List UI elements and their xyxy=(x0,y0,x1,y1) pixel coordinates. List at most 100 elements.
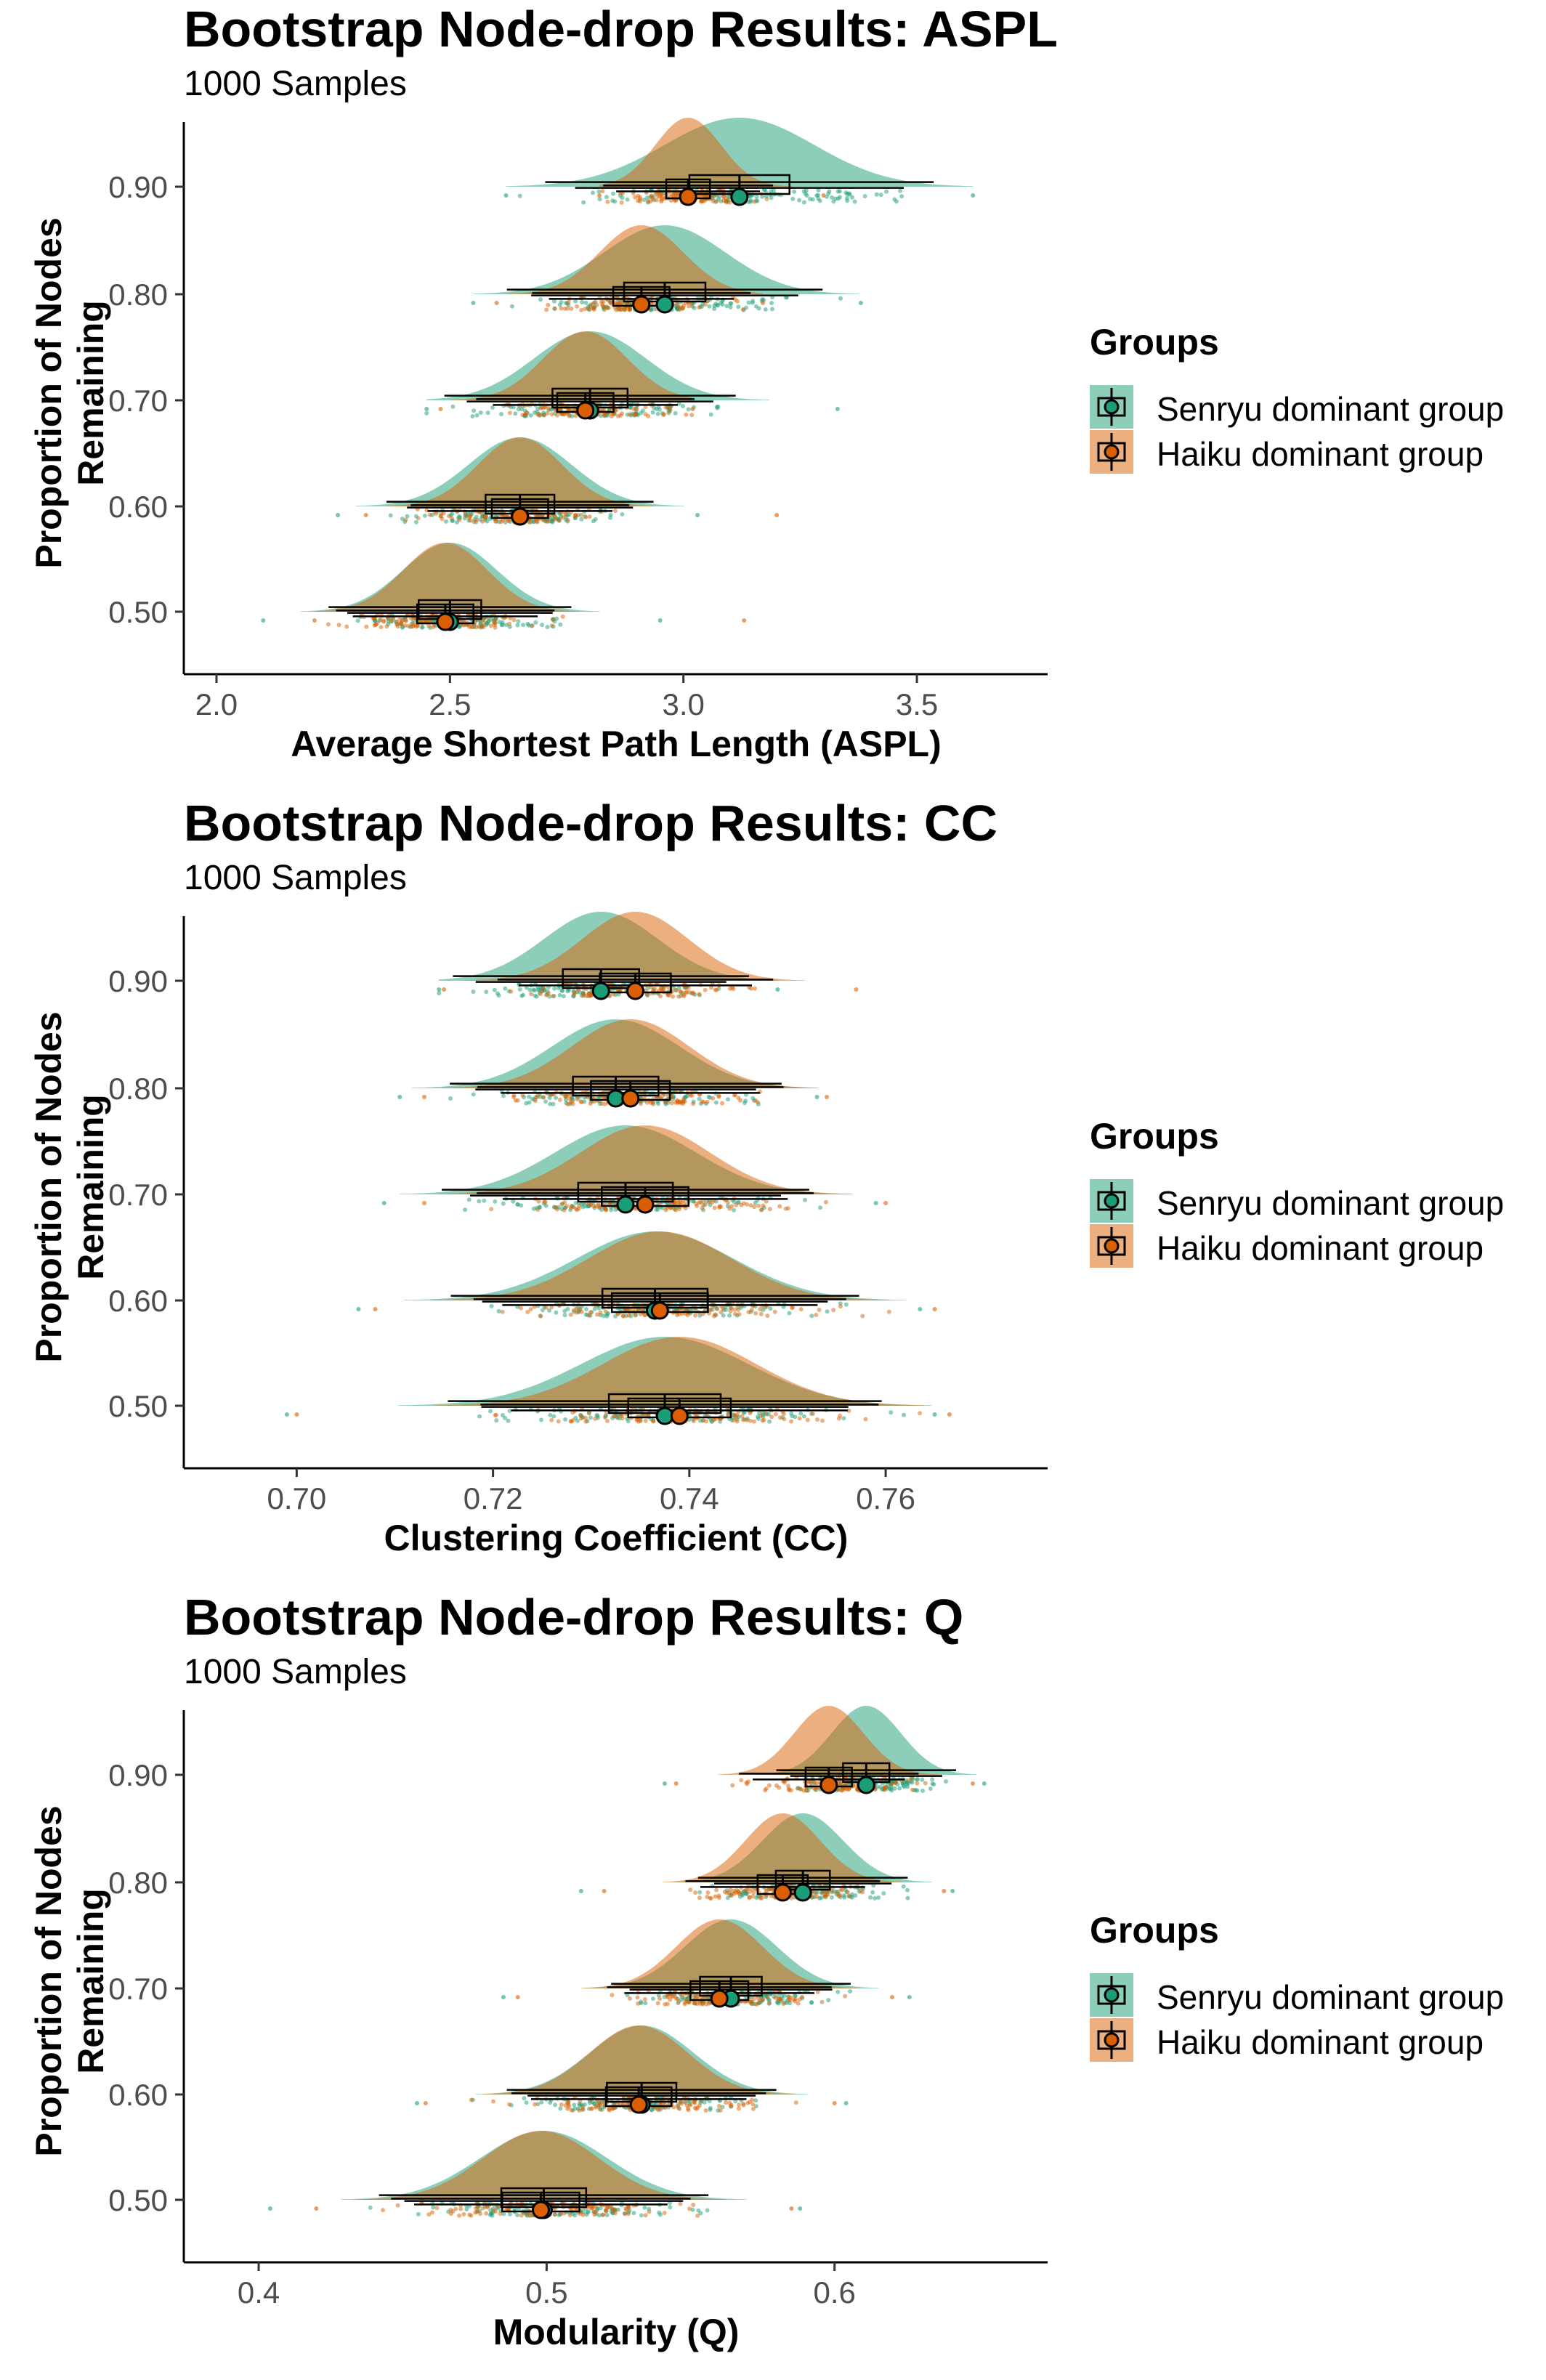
mean-point-haiku xyxy=(636,1195,655,1214)
rain-point xyxy=(619,200,624,205)
rain-point xyxy=(513,411,518,416)
rain-point xyxy=(594,2105,599,2110)
rain-point xyxy=(437,987,442,992)
rain-point xyxy=(501,1093,506,1098)
mean-point-senryu xyxy=(591,981,610,1000)
rain-point xyxy=(524,2100,529,2105)
rain-point xyxy=(823,1199,828,1205)
rain-point xyxy=(538,412,543,417)
rain-point xyxy=(485,410,490,416)
legend-label: Haiku dominant group xyxy=(1157,2023,1484,2061)
rain-point xyxy=(415,2101,419,2105)
rain-point xyxy=(695,1994,699,1999)
rain-point xyxy=(729,2102,734,2108)
rain-point xyxy=(741,2102,746,2108)
rain-point xyxy=(284,1412,289,1417)
rain-point xyxy=(604,2205,610,2210)
rain-point xyxy=(756,306,761,311)
rain-point xyxy=(520,1093,525,1098)
rain-point xyxy=(715,404,719,409)
rain-point xyxy=(621,1314,626,1319)
rain-point xyxy=(703,2108,708,2113)
mean-point-haiku xyxy=(679,187,697,206)
rain-point xyxy=(588,1202,594,1207)
rain-point xyxy=(720,2105,725,2110)
rain-point xyxy=(862,194,867,199)
rain-point xyxy=(632,412,637,417)
rain-point xyxy=(683,2100,688,2105)
mean-point-haiku xyxy=(632,295,651,314)
rain-point xyxy=(557,302,562,307)
y-tick-label: 0.70 xyxy=(108,384,168,418)
rain-point xyxy=(569,2108,574,2113)
rain-point xyxy=(886,1309,891,1314)
rain-point xyxy=(577,1203,582,1208)
legend-key-senryu xyxy=(1090,385,1133,429)
rain-point xyxy=(591,190,595,195)
rain-point xyxy=(597,193,602,198)
rain-point xyxy=(732,1891,737,1896)
rain-point xyxy=(562,1313,567,1318)
rain-point xyxy=(830,1895,834,1900)
x-tick-label: 3.5 xyxy=(896,687,938,721)
rain-point xyxy=(727,1890,732,1895)
rain-point xyxy=(482,1198,487,1203)
rain-point xyxy=(552,307,557,311)
y-tick-label: 0.80 xyxy=(108,278,168,312)
mean-point-haiku xyxy=(511,507,530,526)
rain-point xyxy=(557,992,562,997)
rain-point xyxy=(703,1202,708,1207)
rain-point xyxy=(731,987,736,992)
rain-point xyxy=(588,1101,593,1106)
rain-point xyxy=(442,987,447,992)
rain-point xyxy=(645,195,649,201)
x-tick-label: 0.74 xyxy=(660,1481,719,1515)
rain-point xyxy=(850,195,854,200)
rain-point xyxy=(580,2107,586,2112)
rain-point xyxy=(422,1201,426,1205)
cloud-haiku-0.50 xyxy=(356,2131,726,2200)
legend-item-senryu: Senryu dominant group xyxy=(1090,385,1540,429)
rain-point xyxy=(713,1894,718,1899)
rain-point xyxy=(422,1095,426,1099)
rain-point xyxy=(500,1413,505,1417)
rain-point xyxy=(541,1095,546,1100)
rain-point xyxy=(511,618,517,623)
rain-point xyxy=(626,2205,631,2210)
rain-point xyxy=(464,2206,469,2211)
rain-point xyxy=(608,512,613,517)
rain-point xyxy=(416,2211,421,2217)
rain-point xyxy=(793,2100,798,2105)
rain-point xyxy=(860,1890,865,1895)
rain-point xyxy=(703,198,707,203)
rain-point xyxy=(599,299,604,304)
rain-point xyxy=(797,198,802,203)
rain-point xyxy=(571,1308,576,1313)
rain-point xyxy=(736,1307,741,1312)
rain-point xyxy=(627,307,632,312)
rain-point xyxy=(740,307,745,312)
legend-key-senryu xyxy=(1090,1973,1133,2017)
rain-point xyxy=(740,1414,745,1419)
rain-point xyxy=(517,987,522,992)
rain-point xyxy=(905,1895,910,1901)
rain-point xyxy=(500,620,505,625)
rain-point xyxy=(688,2102,693,2108)
rain-point xyxy=(697,305,702,310)
rain-point xyxy=(564,1204,570,1209)
rain-point xyxy=(697,1200,702,1205)
rain-point xyxy=(552,986,557,991)
rain-point xyxy=(736,304,741,309)
rain-point xyxy=(643,2001,648,2006)
rain-point xyxy=(483,515,487,520)
chart-subtitle: 1000 Samples xyxy=(184,859,407,897)
rain-point xyxy=(838,1782,843,1787)
rain-point xyxy=(538,405,543,410)
rain-point xyxy=(402,623,408,628)
cloud-haiku-0.60 xyxy=(430,1231,889,1300)
rain-point xyxy=(546,406,551,411)
rain-point xyxy=(854,987,859,992)
x-tick-label: 0.4 xyxy=(238,2275,280,2310)
rain-point xyxy=(600,189,605,194)
rain-point xyxy=(801,200,806,205)
